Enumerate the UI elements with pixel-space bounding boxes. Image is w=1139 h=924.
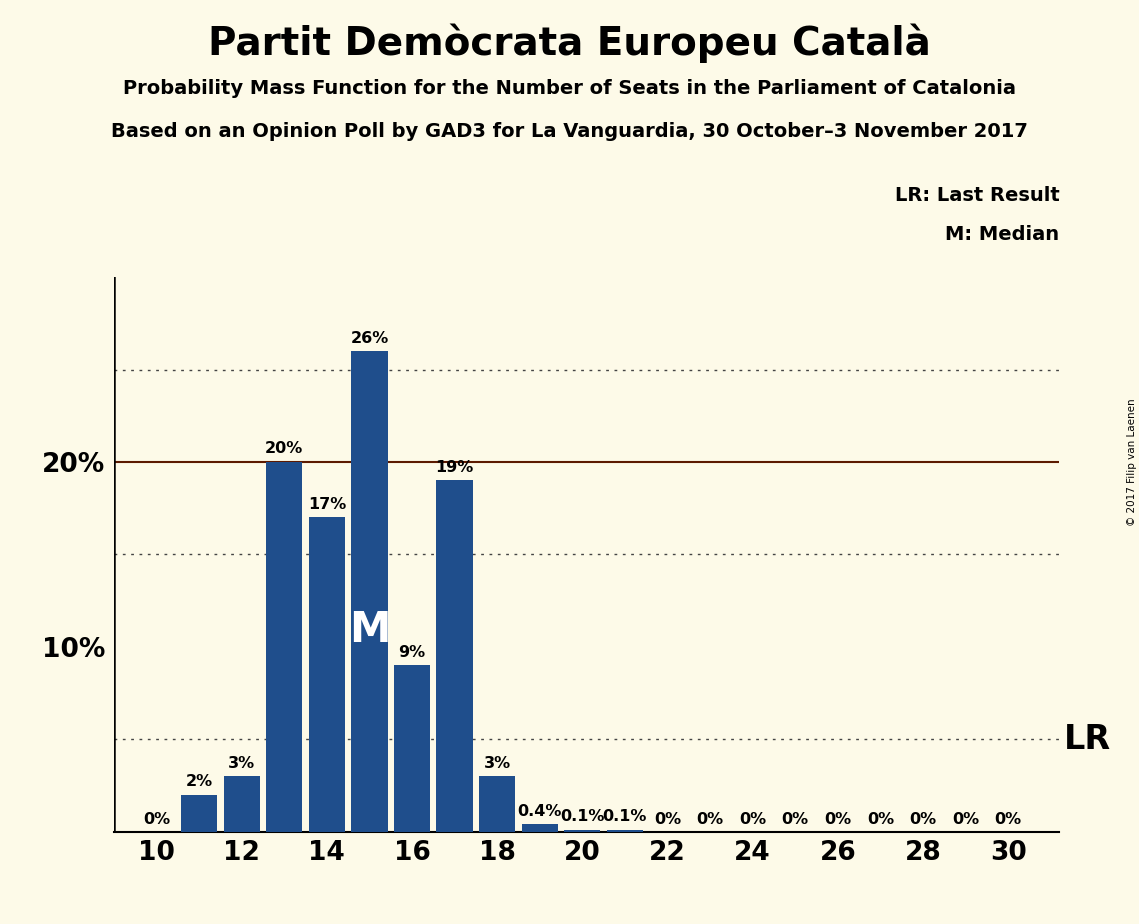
Text: 0%: 0% [781, 812, 809, 827]
Text: 17%: 17% [308, 497, 346, 512]
Text: 0%: 0% [909, 812, 936, 827]
Bar [181, 795, 218, 832]
Bar [436, 480, 473, 832]
Bar [564, 830, 600, 832]
Text: 20%: 20% [265, 442, 303, 456]
Text: 3%: 3% [484, 756, 510, 771]
Text: LR: Last Result: LR: Last Result [894, 186, 1059, 205]
Text: M: M [349, 609, 391, 650]
Bar [394, 665, 431, 832]
Text: 0%: 0% [825, 812, 851, 827]
Text: 0.1%: 0.1% [560, 809, 605, 824]
Bar [480, 776, 515, 832]
Text: 0%: 0% [654, 812, 681, 827]
Text: Probability Mass Function for the Number of Seats in the Parliament of Catalonia: Probability Mass Function for the Number… [123, 79, 1016, 98]
Text: Partit Demòcrata Europeu Català: Partit Demòcrata Europeu Català [208, 23, 931, 63]
Text: Based on an Opinion Poll by GAD3 for La Vanguardia, 30 October–3 November 2017: Based on an Opinion Poll by GAD3 for La … [112, 122, 1027, 141]
Text: © 2017 Filip van Laenen: © 2017 Filip van Laenen [1126, 398, 1137, 526]
Text: 0%: 0% [739, 812, 767, 827]
Text: 0%: 0% [994, 812, 1022, 827]
Bar [351, 351, 387, 832]
Text: M: Median: M: Median [945, 225, 1059, 244]
Bar [607, 830, 644, 832]
Text: LR: LR [1064, 723, 1111, 756]
Text: 0%: 0% [867, 812, 894, 827]
Text: 2%: 2% [186, 774, 213, 789]
Bar [309, 517, 345, 832]
Bar [267, 462, 302, 832]
Text: 9%: 9% [399, 645, 426, 660]
Bar [522, 824, 558, 832]
Text: 0%: 0% [697, 812, 723, 827]
Bar [223, 776, 260, 832]
Text: 26%: 26% [351, 331, 388, 346]
Text: 0%: 0% [142, 812, 170, 827]
Text: 19%: 19% [435, 460, 474, 475]
Text: 3%: 3% [228, 756, 255, 771]
Text: 0.4%: 0.4% [517, 804, 562, 819]
Text: 0.1%: 0.1% [603, 809, 647, 824]
Text: 0%: 0% [952, 812, 980, 827]
